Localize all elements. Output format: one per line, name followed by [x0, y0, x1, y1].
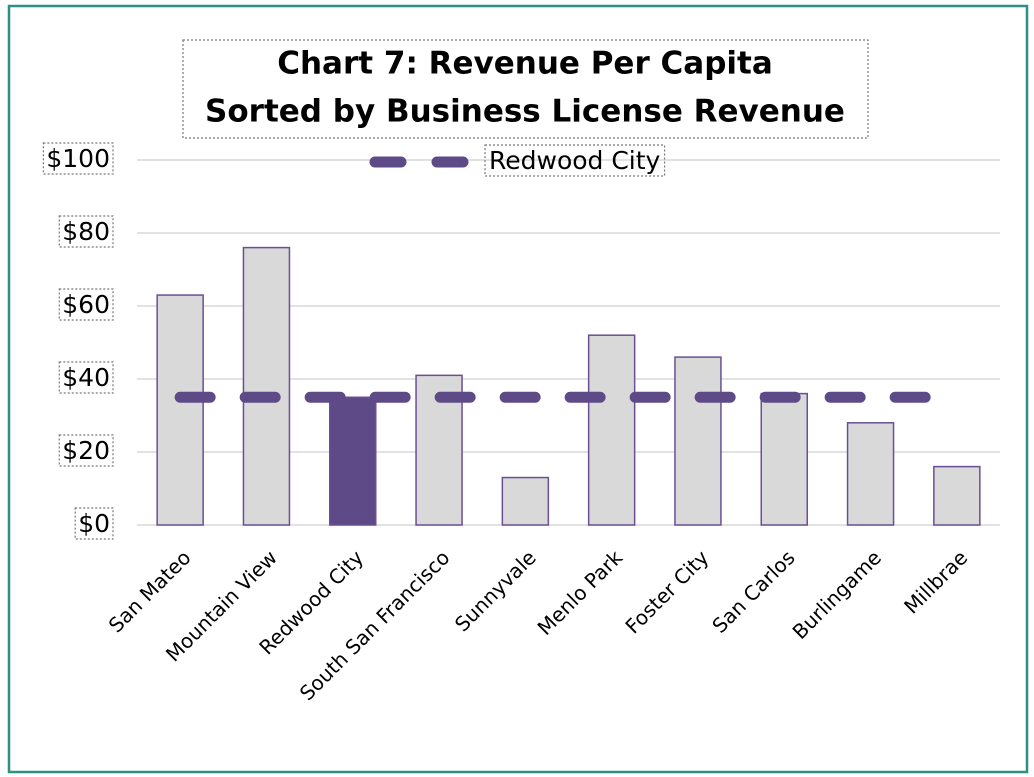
bar — [329, 396, 377, 526]
bar — [501, 476, 550, 526]
bar — [587, 334, 636, 526]
label-box — [58, 361, 114, 394]
bar — [156, 294, 204, 526]
label-box — [484, 144, 666, 177]
label-box — [58, 288, 114, 321]
label-box — [42, 142, 114, 175]
label-box — [58, 434, 114, 467]
legend-label: Redwood City — [489, 146, 661, 175]
bar — [674, 356, 722, 526]
bar — [933, 465, 981, 526]
chart-title: Chart 7: Revenue Per Capita — [277, 46, 773, 82]
bar — [760, 392, 808, 526]
label-box — [74, 507, 114, 540]
y-tick-label: $20 — [62, 436, 110, 465]
y-tick-label: $0 — [78, 509, 110, 538]
y-tick-label: $100 — [46, 144, 110, 173]
title-box — [182, 39, 869, 139]
y-tick-label: $40 — [62, 363, 110, 392]
chart-title: Sorted by Business License Revenue — [205, 94, 845, 130]
y-tick-label: $80 — [62, 217, 110, 246]
bar — [846, 422, 895, 526]
label-box — [58, 215, 114, 248]
bar — [242, 246, 291, 526]
y-tick-label: $60 — [62, 290, 110, 319]
